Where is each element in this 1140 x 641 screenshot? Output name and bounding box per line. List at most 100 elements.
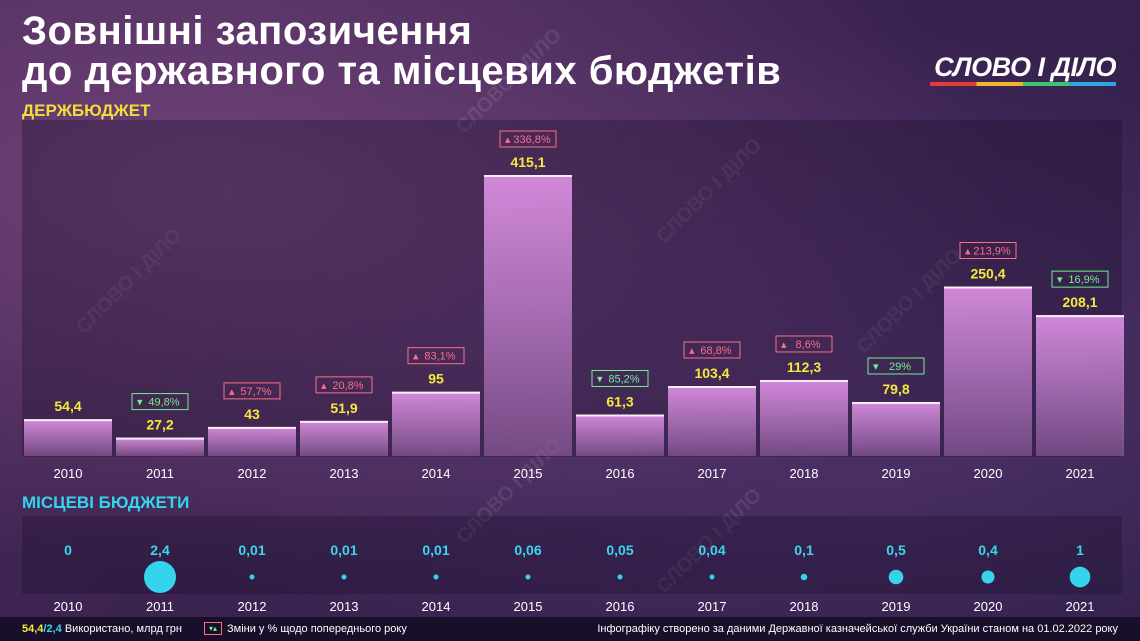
- bubble-2021: [1069, 566, 1091, 588]
- bar-top-2014: [392, 391, 480, 394]
- bar-2015: [484, 175, 572, 456]
- bar-top-2015: [484, 175, 572, 177]
- bar-value-label: 27,2: [146, 417, 173, 433]
- bubble-value-label: 0,06: [514, 542, 541, 558]
- x-tick-label: 2016: [606, 466, 635, 481]
- bar-top-2019: [852, 401, 940, 404]
- up-arrow-icon: ▴: [321, 380, 327, 392]
- change-label: 213,9%: [973, 245, 1011, 257]
- bar-value-label: 208,1: [1062, 294, 1097, 310]
- change-badge: [407, 347, 465, 365]
- bar-2010: [24, 419, 112, 456]
- bar-2020: [944, 286, 1032, 456]
- source-note: Інфографіку створено за даними Державної…: [597, 623, 1118, 635]
- bubble-value-label: 0,04: [698, 542, 725, 558]
- bar-value-label: 43: [244, 406, 260, 422]
- x-tick-label: 2011: [146, 466, 174, 481]
- bubble-2017: [709, 574, 715, 580]
- bar-2012: [208, 426, 296, 456]
- bubble-value-label: 0,05: [606, 542, 633, 558]
- change-label: 8,6%: [795, 339, 820, 351]
- logo: СЛОВО І ДІЛО: [934, 52, 1116, 82]
- bubble-2019: [888, 569, 904, 585]
- page-title-line2: до державного та місцевих бюджетів: [22, 49, 782, 93]
- change-label: 16,9%: [1068, 274, 1099, 286]
- x-tick-label: 2021: [1066, 599, 1095, 614]
- bar-top-2017: [668, 386, 756, 389]
- bar-2013: [300, 420, 388, 456]
- x-tick-label: 2016: [606, 599, 635, 614]
- bubble-value-label: 0,01: [238, 542, 265, 558]
- up-arrow-icon: ▴: [965, 245, 971, 257]
- change-badge: [591, 370, 649, 388]
- legend-separator: /: [43, 623, 47, 635]
- change-label: 85,2%: [608, 374, 639, 386]
- bar-top-2020: [944, 286, 1032, 289]
- legend-used-text: Використано, млрд грн: [64, 623, 183, 635]
- x-tick-label: 2019: [882, 599, 911, 614]
- change-badge: [683, 341, 741, 359]
- bubble-2012: [249, 574, 255, 580]
- bubble-2016: [617, 574, 623, 580]
- x-tick-label: 2017: [698, 599, 727, 614]
- x-tick-label: 2012: [238, 599, 267, 614]
- change-badge: [315, 376, 373, 394]
- bubble-2013: [341, 574, 347, 580]
- page-title: Зовнішні запозичення: [22, 9, 473, 53]
- bar-2018: [760, 379, 848, 456]
- bar-value-label: 415,1: [510, 154, 545, 170]
- bubble-2014: [433, 574, 439, 580]
- bar-value-label: 103,4: [694, 365, 729, 381]
- bubble-value-label: 0,1: [794, 542, 814, 558]
- up-arrow-icon: ▴: [229, 386, 235, 398]
- x-tick-label: 2017: [698, 466, 727, 481]
- legend-local-value: 2,4: [46, 623, 62, 635]
- legend-used: 54,4/2,4 Використано, млрд грн: [22, 623, 182, 635]
- bar-value-label: 54,4: [54, 398, 81, 414]
- change-label: 336,8%: [513, 134, 551, 146]
- bar-2019: [852, 401, 940, 456]
- up-arrow-icon: ▴: [413, 351, 419, 363]
- up-arrow-icon: ▴: [689, 345, 695, 357]
- change-badge: [499, 130, 557, 148]
- x-tick-label: 2019: [882, 466, 911, 481]
- bar-value-label: 61,3: [606, 394, 633, 410]
- bubble-value-label: 0,01: [422, 542, 449, 558]
- x-tick-label: 2021: [1066, 466, 1095, 481]
- change-label: 20,8%: [332, 380, 363, 392]
- bar-top-2013: [300, 420, 388, 423]
- bubble-value-label: 0: [64, 542, 72, 558]
- change-badge: [131, 393, 189, 411]
- change-label: 49,8%: [148, 397, 179, 409]
- bar-value-label: 51,9: [330, 400, 357, 416]
- legend-state-value: 54,4: [22, 623, 44, 635]
- bubble-value-label: 0,5: [886, 542, 906, 558]
- bubble-2020: [981, 570, 995, 584]
- bar-value-label: 112,3: [787, 359, 821, 375]
- change-badge: [1051, 270, 1109, 288]
- logo-stripe: [930, 82, 1116, 86]
- bubble-value-label: 2,4: [150, 542, 170, 558]
- bubble-2018: [800, 573, 808, 581]
- local-budgets-label: МІСЦЕВІ БЮДЖЕТИ: [22, 493, 190, 512]
- up-arrow-icon: ▴: [505, 134, 511, 146]
- up-arrow-icon: ▴: [781, 339, 787, 351]
- down-arrow-icon: ▾: [137, 397, 143, 409]
- x-tick-label: 2010: [54, 466, 83, 481]
- change-badge: [959, 241, 1017, 259]
- down-arrow-icon: ▾: [873, 361, 879, 373]
- change-badge: [775, 335, 833, 353]
- bar-top-2021: [1036, 315, 1124, 318]
- x-tick-label: 2013: [330, 599, 359, 614]
- bar-2014: [392, 391, 480, 456]
- bubble-value-label: 0,01: [330, 542, 357, 558]
- bar-top-2010: [24, 419, 112, 422]
- state-budget-label: ДЕРЖБЮДЖЕТ: [22, 101, 151, 120]
- legend-changes-text: Зміни у % щодо попереднього року: [227, 623, 407, 635]
- x-tick-label: 2020: [974, 466, 1003, 481]
- down-arrow-icon: ▾: [1057, 274, 1063, 286]
- bar-value-label: 79,8: [882, 381, 909, 397]
- bar-value-label: 250,4: [970, 265, 1005, 281]
- x-tick-label: 2014: [422, 466, 451, 481]
